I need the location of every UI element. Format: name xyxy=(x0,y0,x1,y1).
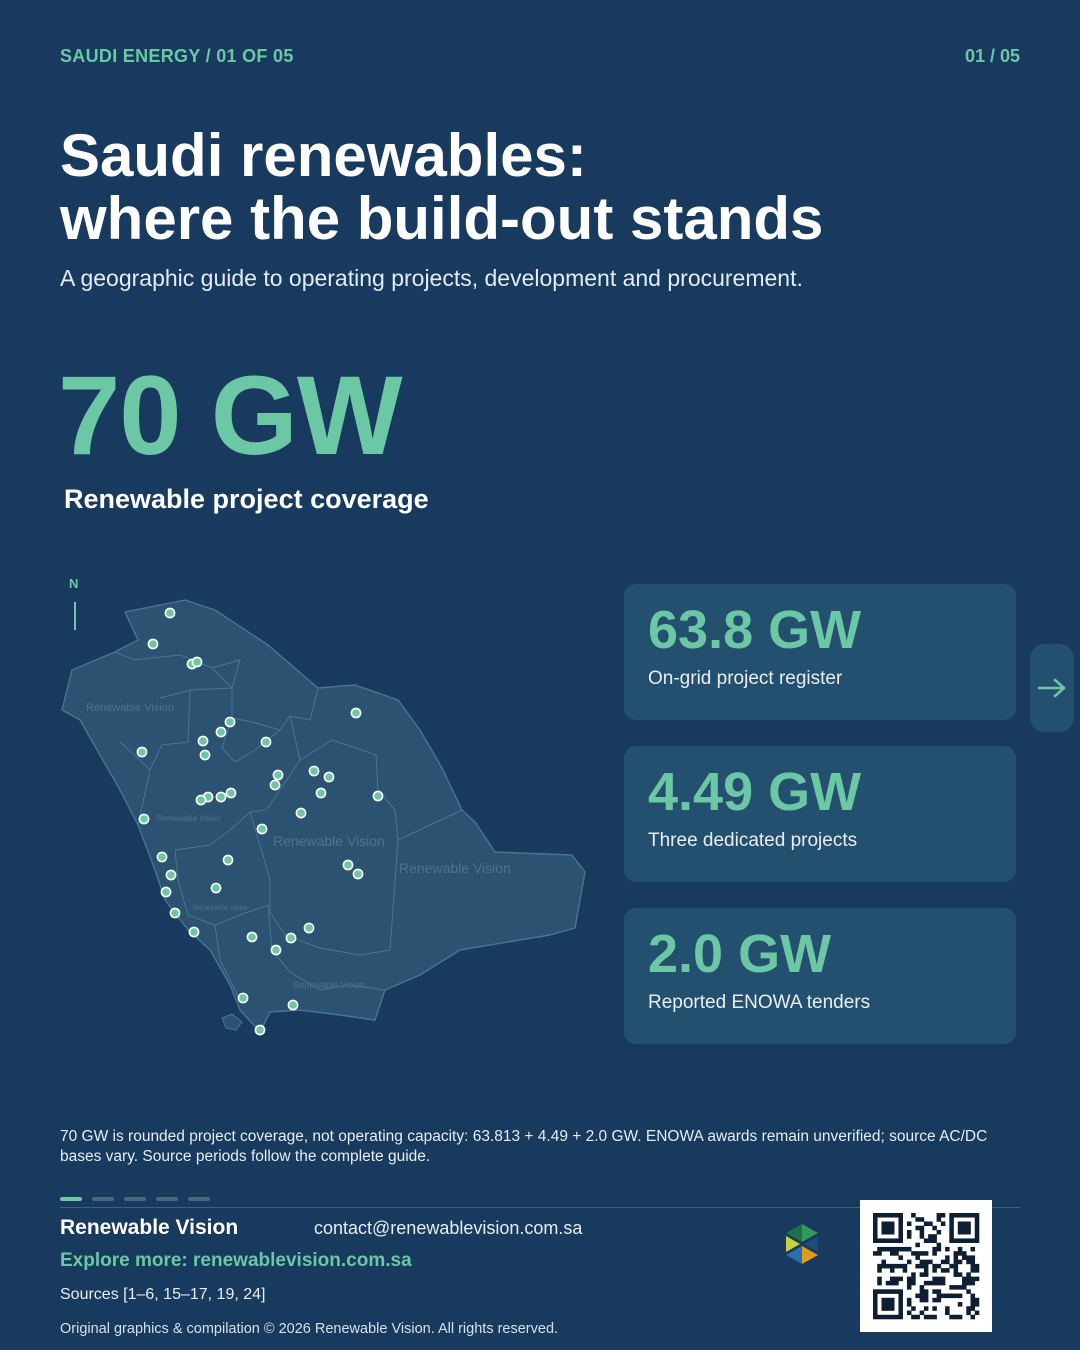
page-title: Saudi renewables: where the build-out st… xyxy=(60,124,960,250)
pagination-dot[interactable] xyxy=(156,1197,178,1201)
project-marker xyxy=(295,807,307,819)
project-marker xyxy=(164,607,176,619)
project-marker xyxy=(308,765,320,777)
stat-card-on-grid: 63.8 GW On-grid project register xyxy=(624,584,1016,720)
project-marker xyxy=(256,823,268,835)
subtitle: A geographic guide to operating projects… xyxy=(60,265,803,291)
pagination-dots xyxy=(60,1197,210,1201)
project-marker xyxy=(246,931,258,943)
map-watermark: Renewable Vision xyxy=(157,814,221,823)
project-marker xyxy=(372,790,384,802)
pagination-dot[interactable] xyxy=(92,1197,114,1201)
stat-value: 4.49 GW xyxy=(648,762,862,822)
map-watermark: Renewable Vision xyxy=(293,980,365,990)
north-line xyxy=(74,602,76,630)
pagination-dot[interactable] xyxy=(188,1197,210,1201)
brand-logo-icon xyxy=(786,1224,818,1264)
project-marker xyxy=(260,736,272,748)
project-marker xyxy=(156,851,168,863)
project-marker xyxy=(215,726,227,738)
map-watermark: Renewable Vision xyxy=(86,702,174,714)
copyright: Original graphics & compilation © 2026 R… xyxy=(60,1321,559,1337)
project-marker xyxy=(285,932,297,944)
map-watermarks: Renewable Vision Renewable Vision Renewa… xyxy=(86,702,511,990)
project-marker xyxy=(224,716,236,728)
stat-value: 2.0 GW xyxy=(648,924,832,984)
qr-code[interactable] xyxy=(860,1200,992,1332)
footer-brand: Renewable Vision xyxy=(60,1216,239,1239)
project-marker xyxy=(323,771,335,783)
page-indicator: 01 / 05 xyxy=(964,46,1020,66)
project-marker xyxy=(287,999,299,1011)
stat-label: Reported ENOWA tenders xyxy=(648,992,871,1013)
project-marker xyxy=(254,1024,266,1036)
title-line-2: where the build-out stands xyxy=(60,185,824,252)
project-marker xyxy=(210,882,222,894)
project-marker xyxy=(191,656,203,668)
project-marker xyxy=(237,992,249,1004)
project-marker xyxy=(315,787,327,799)
project-marker xyxy=(270,944,282,956)
contact-email-link[interactable]: contact@renewablevision.com.sa xyxy=(314,1218,583,1238)
north-label: N xyxy=(69,576,79,591)
sources: Sources [1–6, 15–17, 19, 24] xyxy=(60,1286,266,1303)
arrow-right-icon xyxy=(1037,678,1066,698)
stat-value: 63.8 GW xyxy=(648,600,862,660)
saudi-map: Renewable Vision Renewable Vision Renewa… xyxy=(61,599,586,1036)
footer-divider xyxy=(60,1207,1020,1208)
project-marker xyxy=(197,735,209,747)
footnote: 70 GW is rounded project coverage, not o… xyxy=(60,1128,988,1165)
project-marker xyxy=(222,854,234,866)
project-marker xyxy=(269,779,281,791)
title-line-1: Saudi renewables: xyxy=(60,122,587,189)
kicker: SAUDI ENERGY / 01 OF 05 xyxy=(60,46,294,66)
website-link[interactable]: Explore more: renewablevision.com.sa xyxy=(60,1250,412,1271)
project-marker xyxy=(215,791,227,803)
map-watermark: Renewable Vision xyxy=(273,833,385,849)
project-marker xyxy=(165,869,177,881)
stat-label: On-grid project register xyxy=(648,668,843,689)
project-marker xyxy=(272,769,284,781)
project-marker xyxy=(188,926,200,938)
farasan-islands xyxy=(221,1013,243,1031)
project-markers xyxy=(136,607,384,1036)
project-marker xyxy=(138,813,150,825)
project-marker xyxy=(160,886,172,898)
project-marker xyxy=(169,907,181,919)
pagination-dot[interactable] xyxy=(124,1197,146,1201)
pagination-dot-active[interactable] xyxy=(60,1197,82,1201)
hero-label: Renewable project coverage xyxy=(64,484,429,514)
project-marker xyxy=(352,868,364,880)
project-marker xyxy=(199,749,211,761)
project-marker xyxy=(195,794,207,806)
project-marker xyxy=(350,707,362,719)
north-arrow: N xyxy=(60,572,90,632)
project-marker xyxy=(303,922,315,934)
map-watermark: Renewable Vision xyxy=(399,860,511,876)
project-marker xyxy=(225,787,237,799)
next-page-button[interactable] xyxy=(1030,644,1074,732)
hero-value: 70 GW xyxy=(58,353,403,478)
region-borders xyxy=(114,651,463,1001)
country-shape xyxy=(61,599,586,1033)
stat-card-enowa: 2.0 GW Reported ENOWA tenders xyxy=(624,908,1016,1044)
map-watermark: Renewable Vision xyxy=(193,905,249,912)
stat-label: Three dedicated projects xyxy=(648,830,858,851)
project-marker xyxy=(147,638,159,650)
stat-card-dedicated: 4.49 GW Three dedicated projects xyxy=(624,746,1016,882)
project-marker xyxy=(342,859,354,871)
project-marker xyxy=(136,746,148,758)
